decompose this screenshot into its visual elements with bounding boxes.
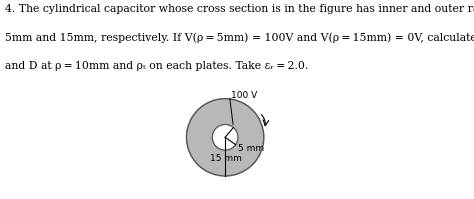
Text: and D at ρ = 10mm and ρₜ on each plates. Take εᵣ = 2.0.: and D at ρ = 10mm and ρₜ on each plates.… (5, 61, 308, 71)
Circle shape (187, 99, 264, 176)
Text: 5 mm: 5 mm (238, 144, 264, 153)
Text: 15 mm: 15 mm (210, 154, 242, 163)
Text: 100 V: 100 V (230, 91, 257, 100)
Circle shape (212, 124, 238, 150)
Text: 4. The cylindrical capacitor whose cross section is in the figure has inner and : 4. The cylindrical capacitor whose cross… (5, 4, 474, 14)
Text: 5mm and 15mm, respectively. If V(ρ = 5mm) = 100V and V(ρ = 15mm) = 0V, calculate: 5mm and 15mm, respectively. If V(ρ = 5mm… (5, 33, 474, 43)
